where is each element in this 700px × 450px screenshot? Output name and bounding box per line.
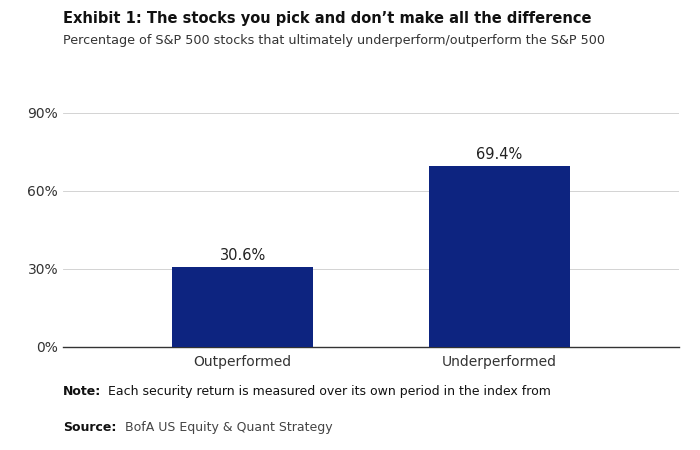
Bar xyxy=(172,267,313,346)
Text: Source:: Source: xyxy=(63,421,116,434)
Bar xyxy=(428,166,570,346)
Text: 30.6%: 30.6% xyxy=(220,248,266,263)
Text: BofA US Equity & Quant Strategy: BofA US Equity & Quant Strategy xyxy=(121,421,332,434)
Text: Note:: Note: xyxy=(63,385,102,398)
Text: Exhibit 1: The stocks you pick and don’t make all the difference: Exhibit 1: The stocks you pick and don’t… xyxy=(63,11,592,26)
Text: Each security return is measured over its own period in the index from: Each security return is measured over it… xyxy=(104,385,550,398)
Text: 69.4%: 69.4% xyxy=(476,147,522,162)
Text: Percentage of S&P 500 stocks that ultimately underperform/outperform the S&P 500: Percentage of S&P 500 stocks that ultima… xyxy=(63,34,605,47)
